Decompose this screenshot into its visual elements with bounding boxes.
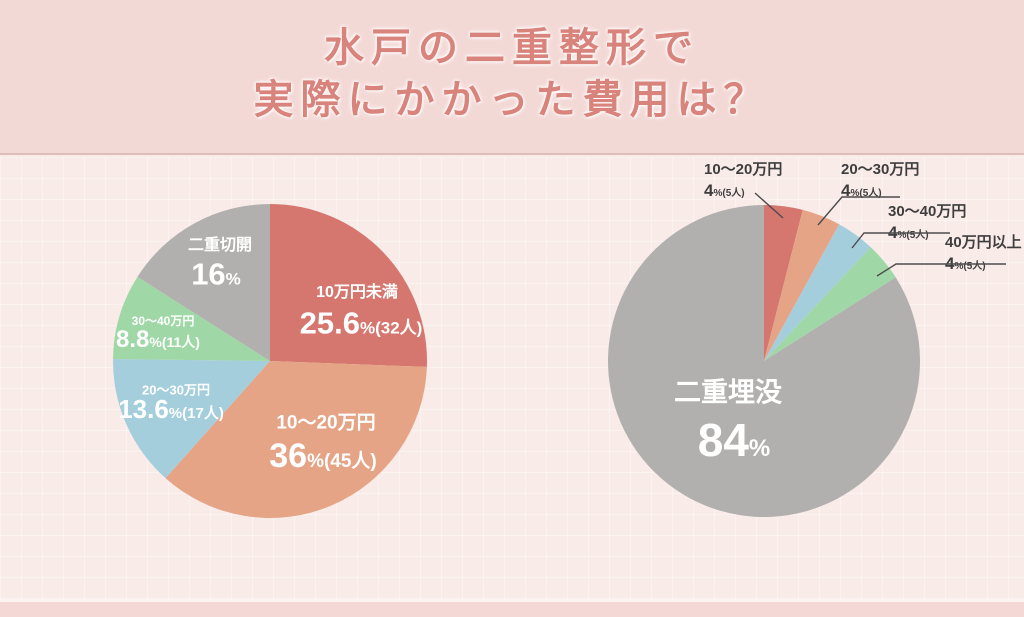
slice-value-100k-200k: 36%(45人) <box>269 439 377 473</box>
slice-pct: 8.8 <box>116 326 150 353</box>
callout-over400k: 40万円以上 4%(5人) <box>945 235 1022 273</box>
callout-value: 4%(5人) <box>704 181 745 200</box>
pie-slice-0-0 <box>270 204 427 367</box>
slice-pct: 25.6 <box>299 305 360 341</box>
pie-slice-1-4 <box>608 205 920 517</box>
callout-200k-300k: 20〜30万円 4%(5人) <box>841 162 919 200</box>
slice-label-300k-400k: 30〜40万円 <box>131 314 195 328</box>
slice-count: %(11人) <box>149 334 200 350</box>
pie-chart-buried-svg <box>608 205 920 517</box>
page-title-line2: 実際にかかった費用は？ <box>253 78 771 122</box>
slice-count: %(17人) <box>168 405 224 422</box>
footer-strip <box>0 599 1024 617</box>
pie-chart-buried: 二重埋没 84% <box>608 205 920 517</box>
pie-slice-0-3 <box>113 276 270 361</box>
slice-pct: 36 <box>269 437 308 475</box>
slice-label-100k-200k: 10〜20万円 <box>276 412 376 434</box>
slice-count: % <box>225 269 241 289</box>
slice-label-under100k: 10万円未満 <box>316 284 398 301</box>
pie-slice-0-2 <box>113 359 270 479</box>
callout-100k-200k: 10〜20万円 4%(5人) <box>704 162 782 200</box>
slice-count: % <box>748 435 771 462</box>
slice-pct: 13.6 <box>118 394 169 424</box>
slice-value-300k-400k: 8.8%(11人) <box>116 328 200 352</box>
slice-count: %(32人) <box>359 318 423 338</box>
callout-value: 4%(5人) <box>945 254 986 273</box>
slice-label-buried: 二重埋没 <box>674 377 782 408</box>
title-band: 水戸の二重整形で 実際にかかった費用は？ <box>0 0 1024 155</box>
slice-value-buried: 84% <box>698 417 771 463</box>
charts-area: 10万円未満 25.6%(32人) 10〜20万円 36%(45人) 20〜30… <box>0 157 1024 599</box>
slice-label-incision: 二重切開 <box>187 237 253 254</box>
slice-pct: 16 <box>191 256 226 292</box>
slice-value-under100k: 25.6%(32人) <box>300 308 423 339</box>
slice-count: %(45人) <box>307 451 377 472</box>
pie-slice-1-3 <box>764 247 896 361</box>
slice-value-incision: 16% <box>191 259 241 290</box>
pie-slice-1-2 <box>764 224 871 361</box>
pie-slice-0-4 <box>137 204 270 361</box>
pie-chart-incision: 10万円未満 25.6%(32人) 10〜20万円 36%(45人) 20〜30… <box>113 204 427 518</box>
pie-chart-incision-svg <box>113 204 427 518</box>
callout-value: 4%(5人) <box>841 181 882 200</box>
pie-slice-0-1 <box>165 361 427 518</box>
page-title: 水戸の二重整形で 実際にかかった費用は？ <box>0 0 1024 126</box>
pie-slice-1-1 <box>764 209 840 361</box>
callout-label: 40万円以上 <box>945 234 1022 251</box>
slice-label-200k-300k: 20〜30万円 <box>142 382 210 398</box>
slice-pct: 84 <box>697 414 749 466</box>
slice-value-200k-300k: 13.6%(17人) <box>118 396 224 422</box>
page-title-line1: 水戸の二重整形で <box>324 26 700 70</box>
pie-slice-1-0 <box>764 205 803 361</box>
callout-label: 20〜30万円 <box>841 161 920 178</box>
callout-label: 30〜40万円 <box>888 203 967 220</box>
callout-label: 10〜20万円 <box>704 161 783 178</box>
